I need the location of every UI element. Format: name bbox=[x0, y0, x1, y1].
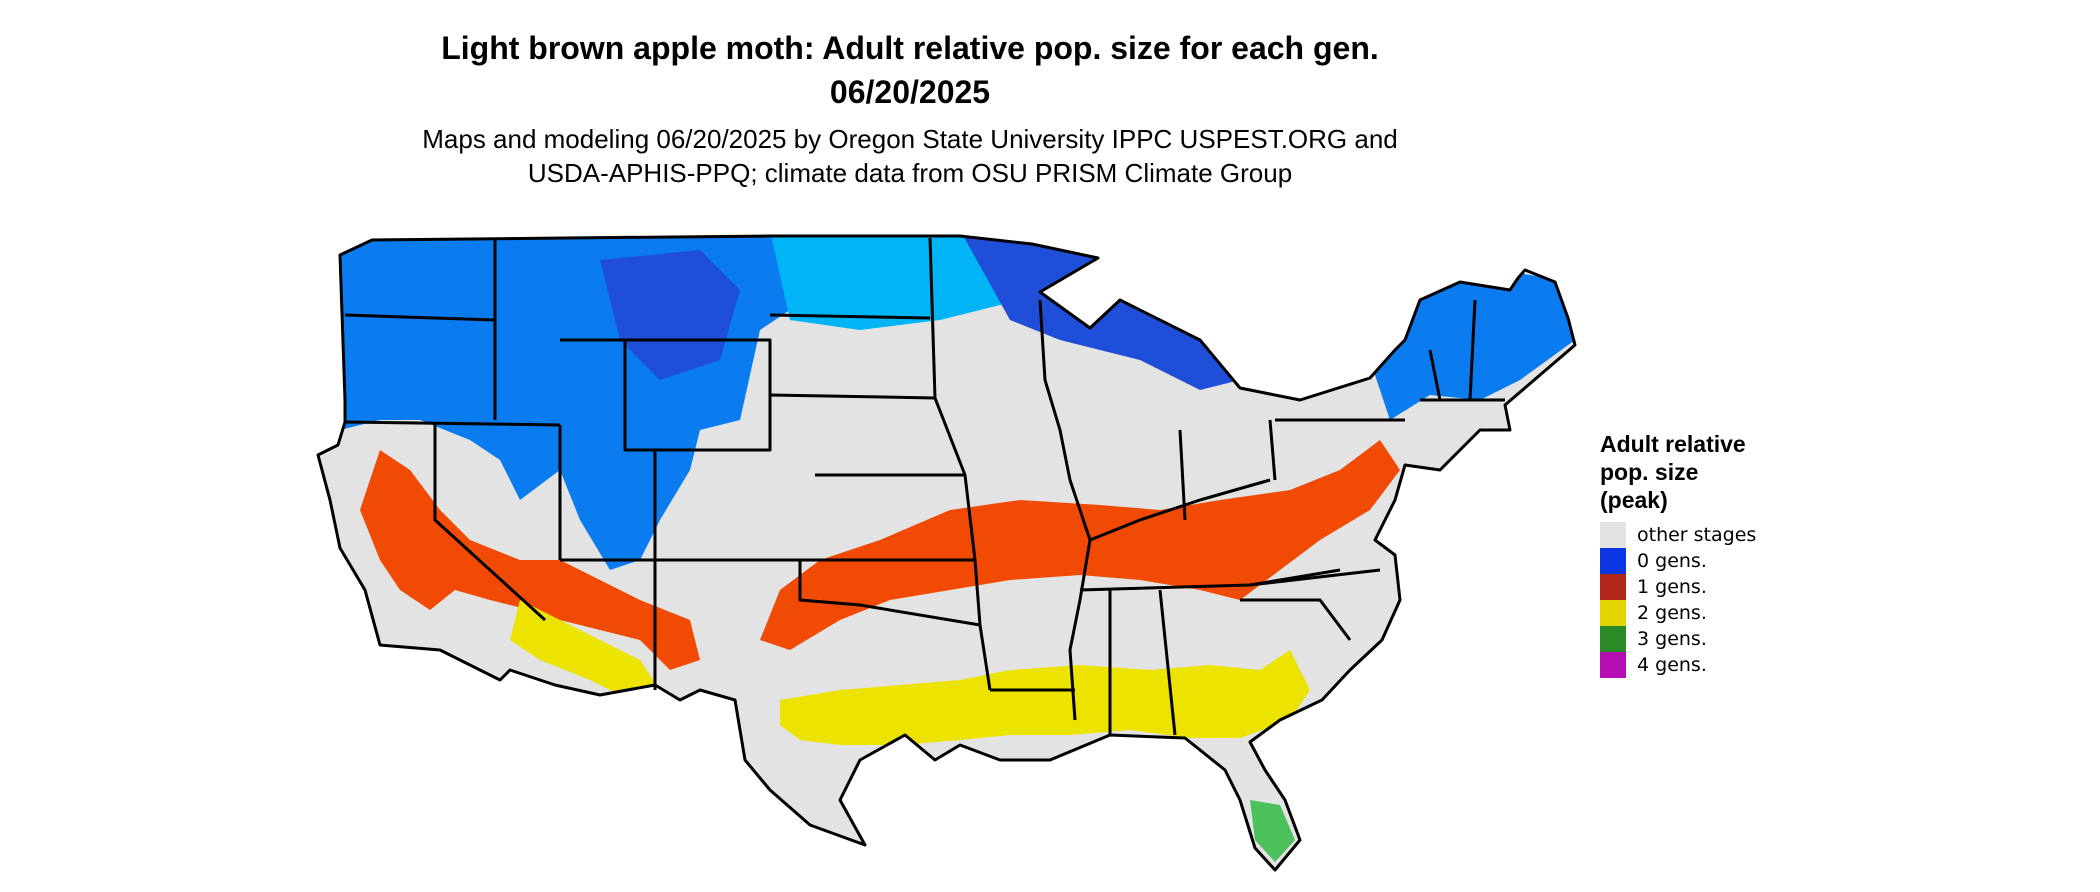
us-map bbox=[316, 234, 1577, 872]
border-ca-nv bbox=[433, 422, 547, 622]
legend-swatch bbox=[1600, 626, 1626, 652]
legend-item-0-gens: 0 gens. bbox=[1600, 548, 1820, 574]
legend-title: Adult relative pop. size (peak) bbox=[1600, 430, 1820, 514]
map-subtitle-line-1: Maps and modeling 06/20/2025 by Oregon S… bbox=[422, 124, 1398, 154]
legend-item-other-stages: other stages bbox=[1600, 522, 1820, 548]
legend-label: 2 gens. bbox=[1637, 602, 1707, 624]
region-2gens-gulf bbox=[780, 650, 1310, 745]
region-2gens-southwest bbox=[510, 600, 660, 700]
legend-item-3-gens: 3 gens. bbox=[1600, 626, 1820, 652]
legend-title-line-2: pop. size bbox=[1600, 459, 1699, 485]
legend-label: other stages bbox=[1637, 524, 1757, 546]
border-oh-west bbox=[1178, 429, 1187, 521]
border-ky-north bbox=[1089, 478, 1271, 542]
legend-items: other stages 0 gens. 1 gens. 2 gens. 3 g… bbox=[1600, 522, 1820, 678]
legend-title-line-1: Adult relative bbox=[1600, 431, 1746, 457]
region-1gens-california bbox=[360, 450, 700, 670]
legend-item-2-gens: 2 gens. bbox=[1600, 600, 1820, 626]
region-0gens-highlands bbox=[600, 250, 740, 380]
border-al-ga bbox=[1158, 589, 1177, 736]
map-title: Light brown apple moth: Adult relative p… bbox=[0, 26, 1820, 114]
border-nd-sd bbox=[769, 313, 931, 320]
border-mississippi bbox=[1038, 299, 1092, 721]
border-sd-ne bbox=[769, 393, 936, 400]
region-3gens-south-texas bbox=[870, 790, 915, 850]
legend-swatch bbox=[1600, 652, 1626, 678]
legend-label: 4 gens. bbox=[1637, 654, 1707, 676]
map-subtitle: Maps and modeling 06/20/2025 by Oregon S… bbox=[0, 122, 1820, 190]
border-or-ca bbox=[344, 420, 561, 427]
legend-item-1-gens: 1 gens. bbox=[1600, 574, 1820, 600]
border-plains-east bbox=[928, 237, 992, 691]
legend-title-line-3: (peak) bbox=[1600, 487, 1668, 513]
border-wy bbox=[623, 338, 772, 452]
legend-label: 0 gens. bbox=[1637, 550, 1707, 572]
legend-swatch bbox=[1600, 548, 1626, 574]
map-title-line-1: Light brown apple moth: Adult relative p… bbox=[441, 30, 1379, 66]
border-wa-or bbox=[344, 313, 496, 322]
map-subtitle-line-2: USDA-APHIS-PPQ; climate data from OSU PR… bbox=[527, 158, 1293, 188]
legend-label: 1 gens. bbox=[1637, 576, 1707, 598]
border-oh-pa bbox=[1268, 419, 1277, 481]
legend: Adult relative pop. size (peak) other st… bbox=[1600, 430, 1820, 678]
us-outline bbox=[316, 234, 1577, 872]
region-1gens-central-band bbox=[760, 440, 1400, 650]
border-ne-states bbox=[1420, 299, 1505, 402]
legend-item-4-gens: 4 gens. bbox=[1600, 652, 1820, 678]
region-3gens-south-florida bbox=[1250, 800, 1295, 862]
map-title-line-2: 06/20/2025 bbox=[829, 74, 991, 110]
legend-swatch bbox=[1600, 574, 1626, 600]
region-0gens-north-plains bbox=[770, 236, 1020, 330]
legend-label: 3 gens. bbox=[1637, 628, 1707, 650]
border-va-nc bbox=[1249, 568, 1381, 587]
legend-swatch bbox=[1600, 600, 1626, 626]
border-nc-sc bbox=[1240, 598, 1352, 641]
border-tx-north bbox=[798, 560, 981, 627]
legend-swatch bbox=[1600, 522, 1626, 548]
state-borders bbox=[316, 234, 1577, 872]
